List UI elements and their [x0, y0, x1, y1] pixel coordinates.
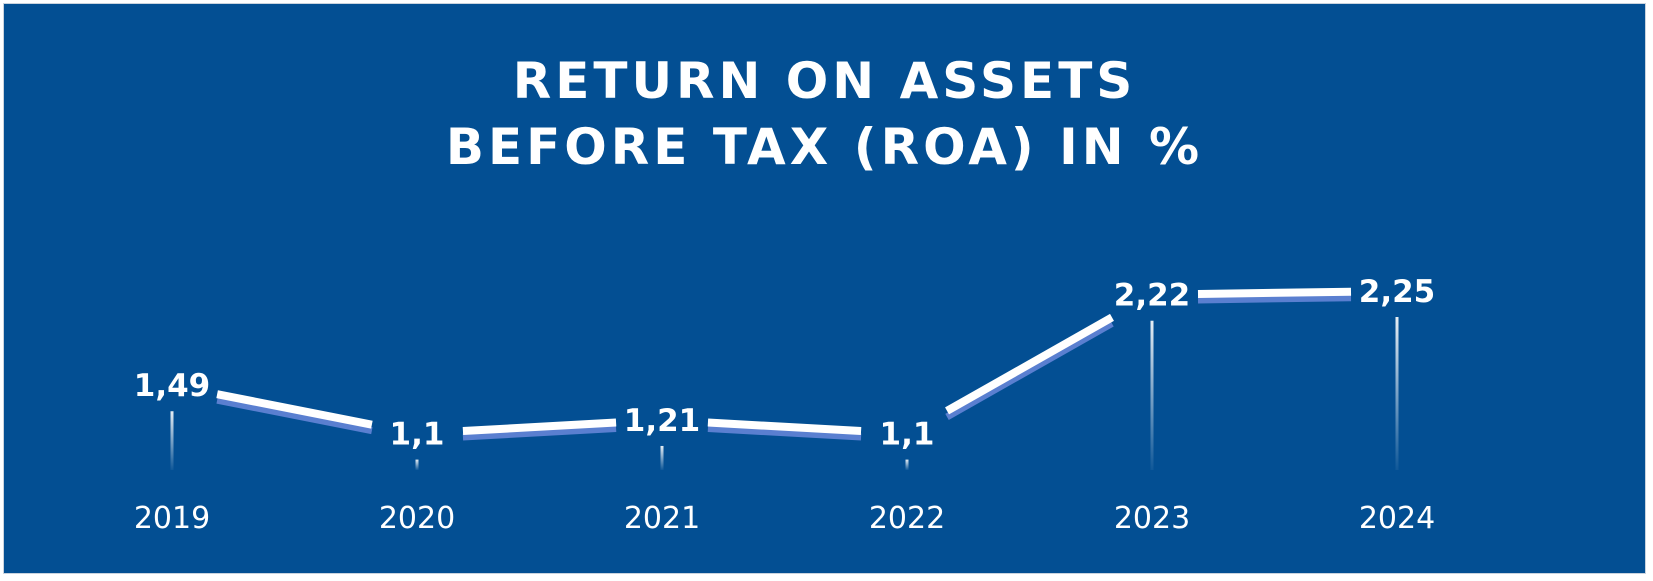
- series-segment-shadow-3: [707, 425, 862, 441]
- series-segment-shadow-2: [462, 425, 617, 441]
- series-segment-4: [945, 313, 1114, 415]
- chart-title: RETURN ON ASSETS BEFORE TAX (ROA) IN %: [4, 48, 1645, 180]
- chart-title-line-1: RETURN ON ASSETS: [512, 52, 1137, 110]
- x-tick-label-2024: 2024: [1359, 501, 1435, 536]
- series-segment-shadow-4: [945, 320, 1114, 420]
- x-axis-labels: 2019 2020 2021 2022 2023 2024: [134, 501, 1435, 536]
- drop-line-2021: [660, 445, 664, 470]
- data-labels: 1,49 1,1 1,21 1,1 2,22 2,25: [134, 274, 1436, 453]
- series-segment-1: [216, 390, 373, 429]
- series-segment-2: [462, 418, 617, 436]
- drop-line-2019: [170, 411, 174, 470]
- drop-line-2020: [415, 459, 419, 470]
- x-tick-label-2019: 2019: [134, 501, 210, 536]
- series-segment-3: [707, 418, 862, 436]
- drop-line-2024: [1395, 317, 1399, 470]
- drop-lines: [170, 317, 1399, 470]
- series-segment-5: [1197, 287, 1352, 299]
- data-label-2021: 1,21: [624, 403, 701, 439]
- chart-title-line-2: BEFORE TAX (ROA) IN %: [445, 118, 1204, 176]
- data-label-2023: 2,22: [1114, 278, 1191, 314]
- data-label-2022: 1,1: [880, 417, 935, 453]
- x-tick-label-2021: 2021: [624, 501, 700, 536]
- data-label-2024: 2,25: [1359, 274, 1436, 310]
- x-tick-label-2022: 2022: [869, 501, 945, 536]
- data-label-2019: 1,49: [134, 368, 211, 404]
- chart-panel: RETURN ON ASSETS BEFORE TAX (ROA) IN %: [3, 3, 1646, 574]
- series-segment-shadow-5: [1197, 294, 1352, 304]
- series-line: [216, 287, 1352, 441]
- drop-line-2023: [1150, 320, 1154, 470]
- data-label-2020: 1,1: [390, 417, 445, 453]
- x-tick-label-2020: 2020: [379, 501, 455, 536]
- drop-line-2022: [905, 459, 909, 470]
- series-segment-shadow-1: [216, 396, 373, 435]
- x-tick-label-2023: 2023: [1114, 501, 1190, 536]
